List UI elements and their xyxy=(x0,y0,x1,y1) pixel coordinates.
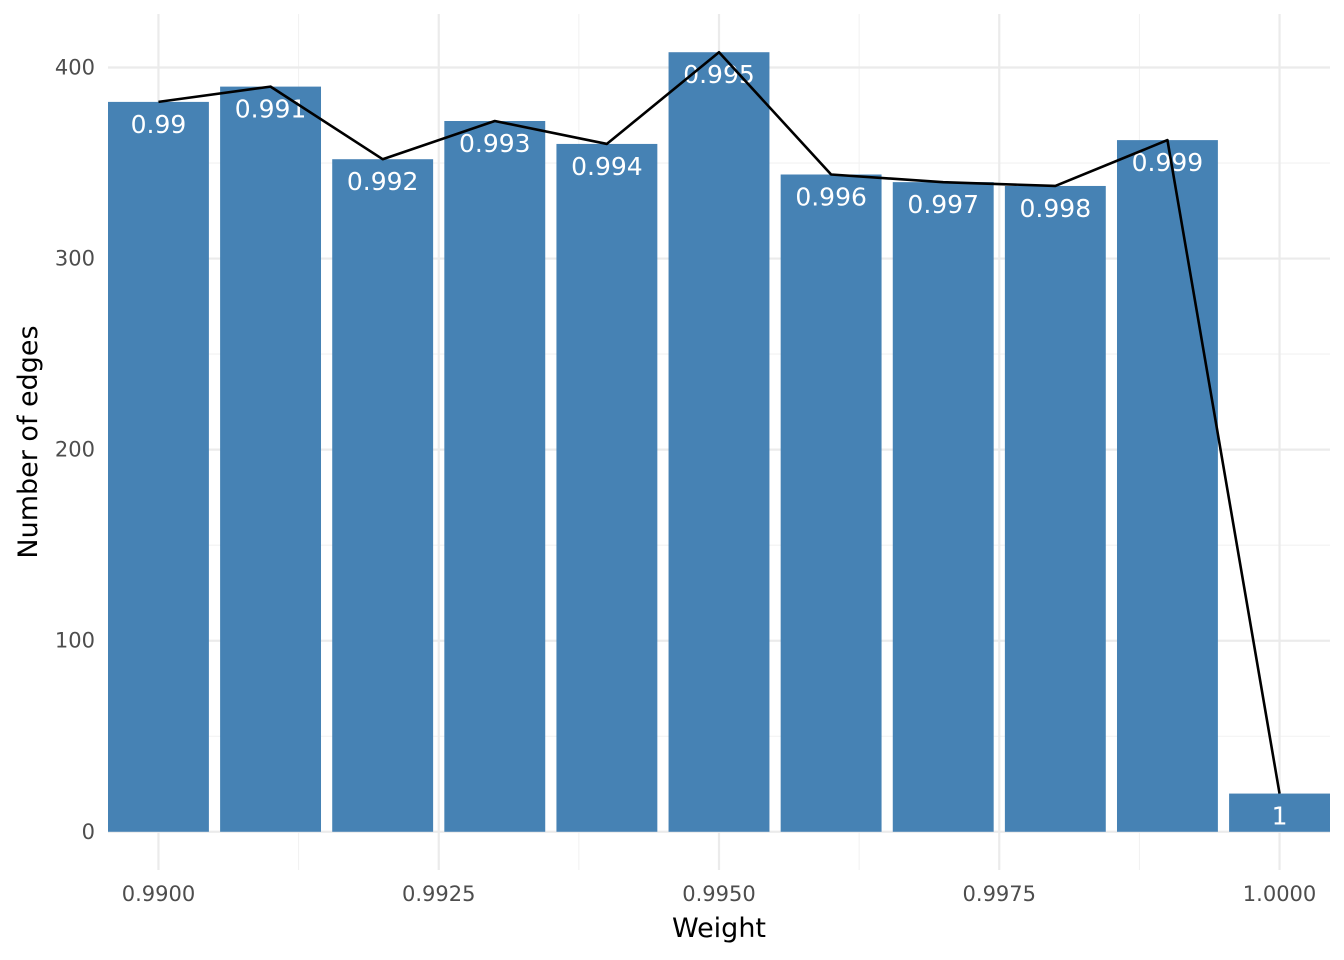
x-axis-ticks: 0.9900 0.9925 0.9950 0.9975 1.0000 xyxy=(122,882,1317,906)
y-tick-label: 0 xyxy=(82,820,95,844)
bar xyxy=(332,159,434,832)
bar-value-label: 0.99 xyxy=(131,110,187,139)
bar xyxy=(220,86,322,832)
bar xyxy=(892,182,994,832)
bar-value-label: 0.994 xyxy=(571,152,643,181)
x-tick-label: 0.9975 xyxy=(963,882,1036,906)
x-tick-label: 0.9950 xyxy=(682,882,755,906)
bar-value-label: 0.997 xyxy=(907,190,979,219)
bar-value-label: 0.998 xyxy=(1020,194,1092,223)
y-axis-ticks: 0 100 200 300 400 xyxy=(55,56,95,844)
x-tick-label: 0.9925 xyxy=(402,882,475,906)
bar xyxy=(668,52,770,832)
bar-value-label: 1 xyxy=(1272,802,1288,831)
bar xyxy=(780,174,882,832)
bar xyxy=(108,101,209,832)
bar xyxy=(1229,793,1330,832)
bar-value-label: 0.993 xyxy=(459,129,531,158)
bar-value-label: 0.992 xyxy=(347,167,419,196)
bars xyxy=(108,52,1330,832)
line-overlay xyxy=(158,50,1281,794)
x-axis-title: Weight xyxy=(672,913,766,944)
y-tick-label: 400 xyxy=(55,56,95,80)
bar-value-label: 0.999 xyxy=(1132,148,1204,177)
y-axis-title: Number of edges xyxy=(13,325,44,558)
trend-line xyxy=(158,50,1281,794)
bar-value-label: 0.996 xyxy=(795,183,867,212)
bar-labels: 0.99 0.991 0.992 0.993 0.994 0.995 0.996 0.997 0… xyxy=(131,60,1288,830)
bar xyxy=(444,121,546,832)
bar-value-label: 0.995 xyxy=(683,60,755,89)
x-tick-label: 1.0000 xyxy=(1243,882,1316,906)
bar xyxy=(556,143,658,832)
x-tick-label: 0.9900 xyxy=(122,882,195,906)
bar xyxy=(1004,185,1106,832)
bar-value-label: 0.991 xyxy=(235,95,307,124)
y-tick-label: 300 xyxy=(55,247,95,271)
y-tick-label: 100 xyxy=(55,629,95,653)
y-tick-label: 200 xyxy=(55,438,95,462)
bar xyxy=(1116,140,1218,832)
